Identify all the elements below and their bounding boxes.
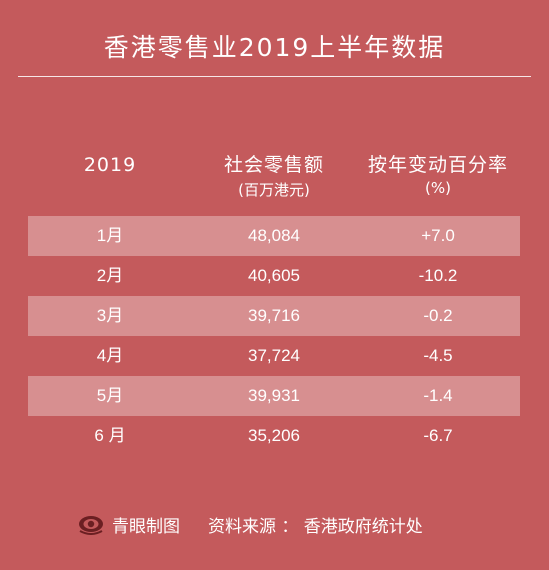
footer-brand: 青眼制图 bbox=[112, 516, 180, 537]
change-cell: -1.4 bbox=[423, 386, 453, 405]
change-cell: -4.5 bbox=[423, 346, 453, 365]
header-sales-label: 社会零售额 bbox=[223, 154, 324, 176]
sales-cell: 35,206 bbox=[248, 426, 300, 445]
change-cell: -6.7 bbox=[423, 426, 453, 445]
sales-cell: 48,084 bbox=[248, 226, 300, 245]
change-cell: +7.0 bbox=[421, 226, 455, 245]
month-cell: 4月 bbox=[96, 346, 124, 365]
month-cell: 2月 bbox=[96, 266, 124, 285]
table-row: 6 月 35,206 -6.7 bbox=[28, 416, 520, 456]
title-divider bbox=[18, 76, 531, 77]
table-row: 4月 37,724 -4.5 bbox=[28, 336, 520, 376]
change-cell: -0.2 bbox=[423, 306, 453, 325]
header-change-unit: (%) bbox=[425, 179, 451, 197]
table-row: 3月 39,716 -0.2 bbox=[28, 296, 520, 336]
sales-cell: 39,716 bbox=[248, 306, 300, 325]
data-table: 1月 48,084 +7.0 2月 40,605 -10.2 3月 39,716… bbox=[28, 216, 520, 456]
eye-logo-icon bbox=[78, 513, 104, 535]
table-header: 2019 社会零售额 (百万港元) 按年变动百分率 (%) bbox=[28, 150, 520, 202]
sales-cell: 39,931 bbox=[248, 386, 300, 405]
header-sales-unit: (百万港元) bbox=[238, 181, 310, 199]
table-row: 2月 40,605 -10.2 bbox=[28, 256, 520, 296]
header-change: 按年变动百分率 (%) bbox=[356, 150, 520, 197]
sales-cell: 37,724 bbox=[248, 346, 300, 365]
change-cell: -10.2 bbox=[418, 266, 458, 285]
sales-cell: 40,605 bbox=[248, 266, 300, 285]
footer-source: 资料来源 ： 香港政府统计处 bbox=[208, 516, 423, 537]
header-sales: 社会零售额 (百万港元) bbox=[192, 150, 356, 200]
header-change-label: 按年变动百分率 bbox=[367, 154, 508, 176]
month-cell: 3月 bbox=[96, 306, 124, 325]
footer: 青眼制图 资料来源 ： 香港政府统计处 bbox=[78, 512, 423, 537]
table-row: 1月 48,084 +7.0 bbox=[28, 216, 520, 256]
page-title: 香港零售业2019上半年数据 bbox=[103, 33, 446, 62]
month-cell: 5月 bbox=[96, 386, 124, 405]
month-cell: 6 月 bbox=[94, 426, 126, 445]
table-row: 5月 39,931 -1.4 bbox=[28, 376, 520, 416]
month-cell: 1月 bbox=[96, 226, 124, 245]
header-year: 2019 bbox=[83, 154, 137, 176]
